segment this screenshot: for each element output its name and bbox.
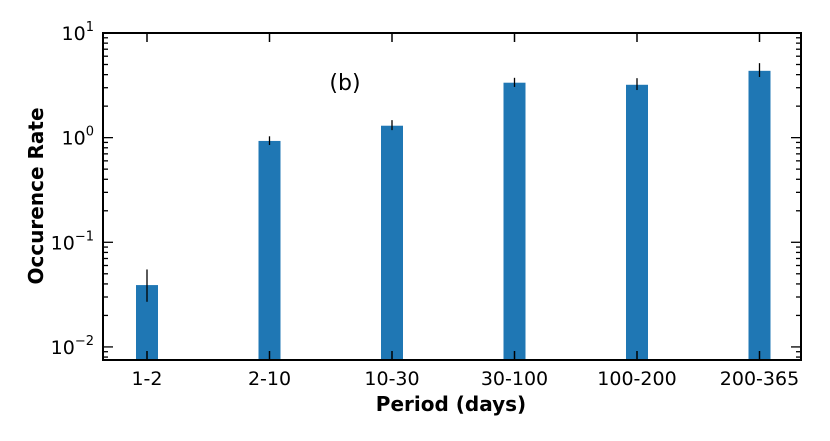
bar-10-30 [381, 125, 403, 361]
y-tick-label-2: 100 [62, 125, 94, 150]
x-tick-labels: 1-2 2-10 10-30 30-100 100-200 200-365 [131, 368, 799, 390]
y-tick-label-1: 10−1 [51, 229, 94, 254]
y-tick-exponent: 0 [86, 125, 94, 140]
bar-30-100 [503, 82, 526, 360]
x-tick-label-200-365: 200-365 [720, 368, 799, 390]
y-tick-exponent: −2 [75, 334, 94, 349]
x-tick-label-30-100: 30-100 [481, 368, 548, 390]
tick-marks [103, 32, 801, 360]
y-tick-base: 10 [51, 337, 75, 359]
x-tick-label-100-200: 100-200 [597, 368, 676, 390]
bar-200-365 [748, 70, 771, 360]
bar-100-200 [626, 84, 648, 361]
x-tick-label-10-30: 10-30 [364, 368, 419, 390]
bar-2-10 [258, 140, 281, 360]
x-axis-title: Period (days) [376, 392, 526, 416]
bar-1-2 [136, 285, 158, 360]
panel-annotation: (b) [329, 71, 360, 96]
y-tick-label-3: 101 [62, 20, 94, 45]
y-tick-exponent: 1 [86, 20, 94, 35]
x-tick-label-1-2: 1-2 [131, 368, 162, 390]
y-tick-base: 10 [62, 23, 86, 45]
error-bars [146, 63, 761, 302]
bars [136, 70, 771, 361]
x-tick-label-2-10: 2-10 [248, 368, 291, 390]
y-axis-title: Occurence Rate [24, 107, 48, 284]
y-tick-exponent: −1 [75, 229, 94, 244]
y-tick-base: 10 [51, 232, 75, 254]
y-tick-base: 10 [62, 128, 86, 150]
plot-frame [102, 32, 802, 361]
y-tick-label-0: 10−2 [51, 334, 94, 359]
